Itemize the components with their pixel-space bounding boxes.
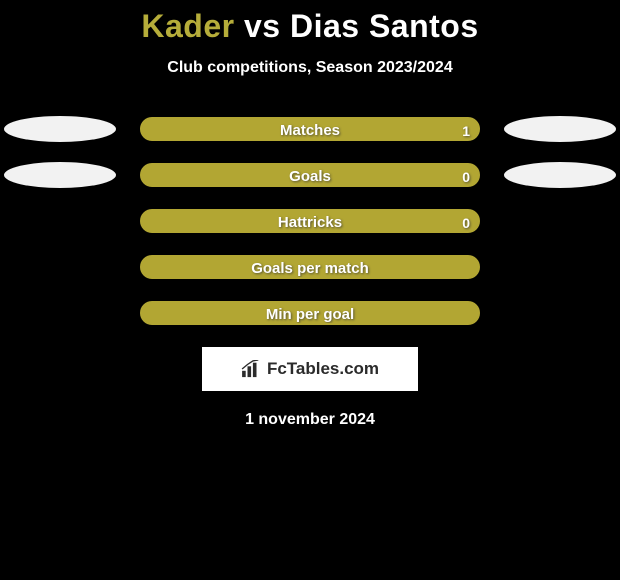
bar-label: Goals: [142, 165, 478, 187]
stat-row: Hattricks 0: [0, 209, 620, 233]
stat-row: Min per goal: [0, 301, 620, 325]
stat-bar: Min per goal: [140, 301, 480, 325]
bar-label: Min per goal: [142, 303, 478, 325]
title-player2: Dias Santos: [290, 8, 479, 44]
title-vs: vs: [235, 8, 290, 44]
stat-bar: Hattricks 0: [140, 209, 480, 233]
bar-label: Hattricks: [142, 211, 478, 233]
bar-label: Goals per match: [142, 257, 478, 279]
ellipse-right-1: [504, 162, 616, 188]
page-title: Kader vs Dias Santos: [0, 0, 620, 45]
bars-icon: [241, 360, 263, 378]
stat-row: Goals 0: [0, 163, 620, 187]
bar-value-right: 0: [462, 165, 470, 187]
stat-bar: Goals 0: [140, 163, 480, 187]
title-player1: Kader: [141, 8, 234, 44]
ellipse-left-1: [4, 162, 116, 188]
stat-row: Goals per match: [0, 255, 620, 279]
comparison-rows: Matches 1 Goals 0 Hattricks 0 Goals per …: [0, 117, 620, 325]
logo-text: FcTables.com: [267, 359, 379, 379]
stat-bar: Goals per match: [140, 255, 480, 279]
bar-label: Matches: [142, 119, 478, 141]
ellipse-right-0: [504, 116, 616, 142]
ellipse-left-0: [4, 116, 116, 142]
fctables-logo[interactable]: FcTables.com: [202, 347, 418, 391]
date-label: 1 november 2024: [0, 411, 620, 429]
subtitle: Club competitions, Season 2023/2024: [0, 59, 620, 77]
bar-value-right: 1: [462, 119, 470, 141]
stat-row: Matches 1: [0, 117, 620, 141]
bar-value-right: 0: [462, 211, 470, 233]
stat-bar: Matches 1: [140, 117, 480, 141]
